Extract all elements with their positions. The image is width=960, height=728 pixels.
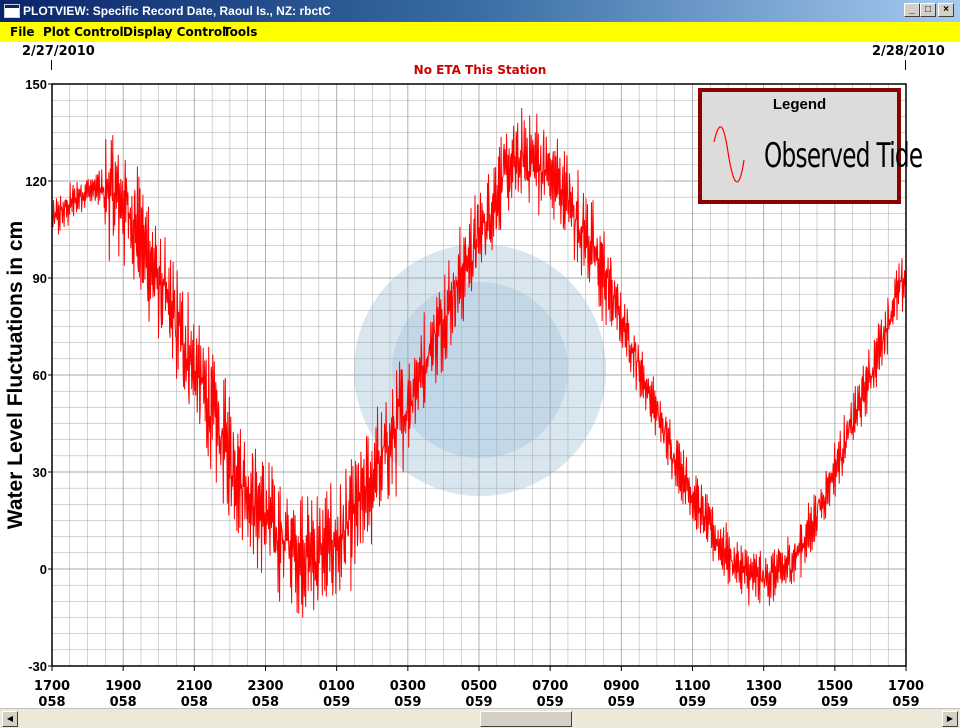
series-line-observed-tide <box>51 107 907 618</box>
end-date-tick <box>905 60 906 70</box>
x-tick-label-time: 1900 <box>105 679 141 694</box>
horizontal-scrollbar[interactable]: ◀ ▶ <box>0 708 960 728</box>
window-title: PLOTVIEW: Specific Record Date, Raoul Is… <box>23 4 331 18</box>
x-tick-label-day: 058 <box>38 695 65 708</box>
legend: Legend Observed Tide <box>698 88 923 204</box>
x-tick-label-day: 058 <box>252 695 279 708</box>
x-tick-label-time: 1700 <box>34 679 70 694</box>
scroll-right-icon[interactable]: ▶ <box>942 711 958 727</box>
x-tick-label-day: 059 <box>394 695 421 708</box>
start-date-tick <box>51 60 52 70</box>
title-bar: PLOTVIEW: Specific Record Date, Raoul Is… <box>0 0 960 22</box>
scrollbar-thumb[interactable] <box>480 711 572 727</box>
y-tick-label: 120 <box>25 174 47 189</box>
x-tick-label-time: 2300 <box>247 679 283 694</box>
x-tick-label-day: 059 <box>892 695 919 708</box>
x-tick-label-day: 058 <box>110 695 137 708</box>
x-tick-label-time: 1700 <box>888 679 924 694</box>
legend-entry-label: Observed Tide <box>764 136 923 176</box>
x-tick-label-day: 059 <box>608 695 635 708</box>
y-tick-label: 0 <box>40 562 47 577</box>
start-date-label: 2/27/2010 <box>22 44 95 59</box>
close-button[interactable]: × <box>938 3 954 17</box>
menu-plot-control[interactable]: Plot Control <box>43 25 124 39</box>
menu-tools[interactable]: Tools <box>223 25 258 39</box>
legend-title: Legend <box>772 96 827 113</box>
menu-file[interactable]: File <box>10 25 35 39</box>
menu-bar: File Plot Control Display Control Tools <box>0 22 960 42</box>
x-tick-label-time: 0300 <box>390 679 426 694</box>
app-icon[interactable] <box>4 4 20 18</box>
scroll-left-icon[interactable]: ◀ <box>2 711 18 727</box>
x-tick-label-time: 1300 <box>746 679 782 694</box>
x-tick-label-day: 059 <box>821 695 848 708</box>
x-tick-label-time: 2100 <box>176 679 212 694</box>
y-tick-label: 90 <box>33 271 47 286</box>
eta-note: No ETA This Station <box>413 63 547 77</box>
y-tick-label: 150 <box>25 77 47 92</box>
x-tick-label-day: 059 <box>750 695 777 708</box>
x-tick-label-day: 058 <box>181 695 208 708</box>
x-tick-label-day: 059 <box>323 695 350 708</box>
y-tick-label: 60 <box>33 368 47 383</box>
menu-display-control[interactable]: Display Control <box>123 25 227 39</box>
end-date-label: 2/28/2010 <box>872 44 945 59</box>
minimize-button[interactable]: _ <box>904 3 920 17</box>
x-tick-label-time: 1100 <box>674 679 710 694</box>
maximize-button[interactable]: □ <box>920 3 936 17</box>
x-tick-label-day: 059 <box>537 695 564 708</box>
y-tick-label: 30 <box>33 465 47 480</box>
x-tick-label-day: 059 <box>679 695 706 708</box>
x-tick-label-time: 0100 <box>319 679 355 694</box>
y-tick-label: -30 <box>28 659 47 674</box>
x-tick-label-time: 0700 <box>532 679 568 694</box>
x-tick-label-time: 1500 <box>817 679 853 694</box>
x-tick-label-time: 0900 <box>603 679 639 694</box>
x-tick-label-day: 059 <box>465 695 492 708</box>
legend-swatch-icon <box>713 126 745 183</box>
x-tick-label-time: 0500 <box>461 679 497 694</box>
